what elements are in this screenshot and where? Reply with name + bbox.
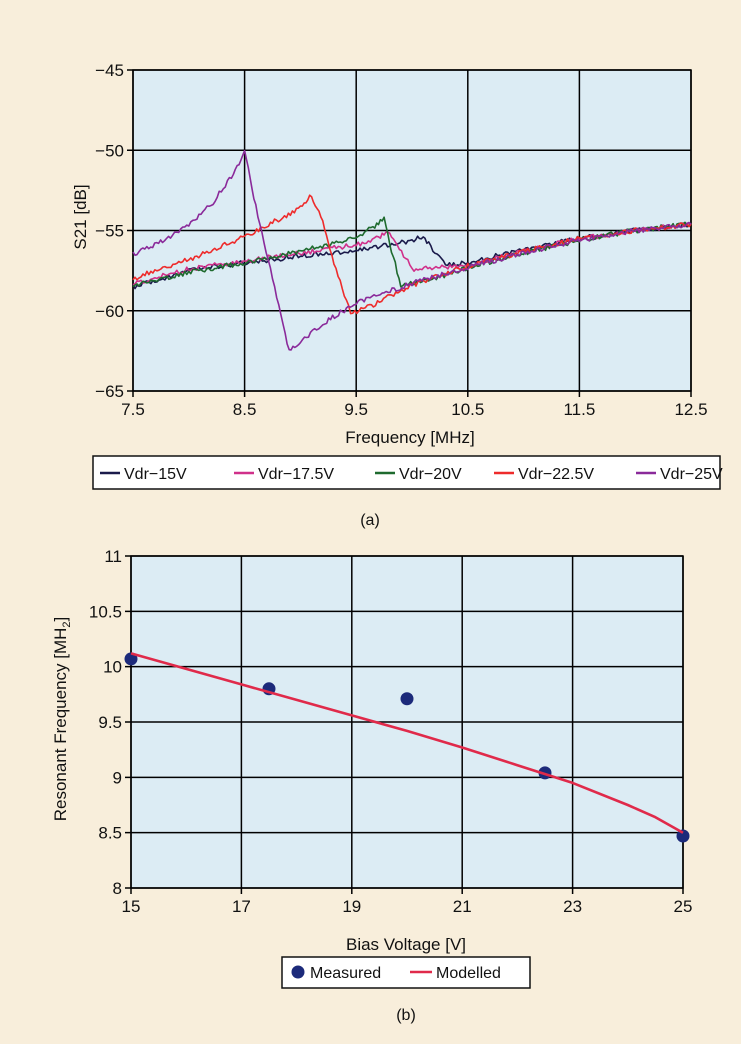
chart-b-x-axis-label: Bias Voltage [V] <box>346 935 466 954</box>
chart-a: 7.5 8.5 9.5 10.5 11.5 12.5 −45 −50 −55 −60 −65 Fr… <box>71 61 723 529</box>
chart-a-x-tick-label: 12.5 <box>674 400 707 419</box>
chart-a-legend: Vdr−15V Vdr−17.5V Vdr−20V Vdr−22.5V Vdr−25V <box>92 455 723 490</box>
chart-b-y-tick-label: 10.5 <box>89 602 122 621</box>
chart-b-x-ticks: 15 17 19 21 23 25 <box>122 897 693 916</box>
chart-b: 15 17 19 21 23 25 11 10.5 10 9.5 9 8.5 8 Bias Volta… <box>51 547 692 1024</box>
chart-b-legend-label: Modelled <box>436 965 501 982</box>
chart-b-x-tick-label: 23 <box>563 897 582 916</box>
chart-a-grid <box>127 69 692 397</box>
chart-b-legend: Measured Modelled <box>281 956 531 989</box>
chart-a-y-ticks: −45 −50 −55 −60 −65 <box>95 61 124 401</box>
chart-a-series-line <box>132 149 692 351</box>
chart-b-x-tick-label: 19 <box>342 897 361 916</box>
chart-b-point-measured <box>400 692 414 706</box>
chart-a-x-tick-label: 9.5 <box>344 400 368 419</box>
chart-b-point-measured <box>676 829 690 843</box>
chart-b-y-axis-label: Resonant Frequency [MH2] <box>51 617 73 822</box>
chart-a-y-tick-label: −60 <box>95 302 124 321</box>
chart-b-grid <box>125 555 684 894</box>
chart-b-y-tick-label: 10 <box>103 658 122 677</box>
chart-a-x-tick-label: 7.5 <box>121 400 145 419</box>
chart-b-y-axis-label-sub: 2 <box>61 621 73 627</box>
chart-b-y-tick-label: 9 <box>113 768 122 787</box>
chart-a-y-tick-label: −55 <box>95 222 124 241</box>
chart-a-x-axis-label: Frequency [MHz] <box>345 428 474 447</box>
chart-b-y-ticks: 11 10.5 10 9.5 9 8.5 8 <box>89 547 122 898</box>
chart-b-series-line <box>130 652 684 834</box>
chart-b-x-tick-label: 15 <box>122 897 141 916</box>
chart-b-point-measured <box>124 652 138 666</box>
chart-a-y-tick-label: −65 <box>95 382 124 401</box>
chart-a-legend-label: Vdr−17.5V <box>258 466 334 483</box>
chart-b-y-tick-label: 8 <box>113 879 122 898</box>
chart-b-x-tick-label: 21 <box>453 897 472 916</box>
chart-a-y-axis-label: S21 [dB] <box>71 184 90 249</box>
chart-b-y-axis-label-close: ] <box>51 617 70 622</box>
chart-a-x-tick-label: 11.5 <box>563 400 595 419</box>
chart-a-series <box>132 149 692 351</box>
chart-b-x-tick-label: 25 <box>674 897 693 916</box>
chart-a-x-tick-label: 10.5 <box>451 400 484 419</box>
chart-b-x-tick-label: 17 <box>232 897 251 916</box>
chart-b-legend-label: Measured <box>310 965 381 982</box>
chart-a-legend-label: Vdr−22.5V <box>518 466 594 483</box>
chart-b-series <box>124 652 690 843</box>
chart-a-legend-label: Vdr−20V <box>399 466 462 483</box>
chart-a-x-tick-label: 8.5 <box>233 400 257 419</box>
chart-a-panel-label: (a) <box>360 512 380 529</box>
chart-b-y-axis-label-main: Resonant Frequency [MH <box>51 628 70 822</box>
chart-b-y-tick-label: 9.5 <box>98 713 122 732</box>
chart-a-legend-label: Vdr−15V <box>124 466 187 483</box>
chart-b-y-tick-label: 8.5 <box>98 824 122 843</box>
chart-a-y-tick-label: −45 <box>95 61 124 80</box>
chart-a-x-ticks: 7.5 8.5 9.5 10.5 11.5 12.5 <box>121 400 707 419</box>
chart-a-y-tick-label: −50 <box>95 141 124 160</box>
chart-a-legend-label: Vdr−25V <box>660 466 723 483</box>
chart-b-panel-label: (b) <box>396 1007 416 1024</box>
chart-b-legend-swatch <box>291 965 305 979</box>
chart-b-y-tick-label: 11 <box>104 547 122 566</box>
